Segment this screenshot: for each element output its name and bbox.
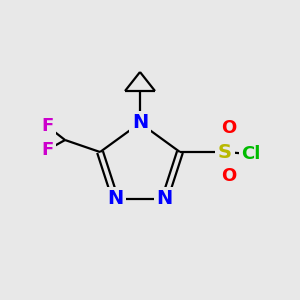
Text: N: N — [107, 190, 123, 208]
Text: F: F — [41, 141, 53, 159]
Text: F: F — [41, 117, 53, 135]
Text: Cl: Cl — [241, 145, 261, 163]
Text: N: N — [157, 190, 173, 208]
Text: N: N — [132, 113, 148, 133]
Text: S: S — [218, 142, 232, 161]
Text: O: O — [221, 119, 237, 137]
Text: O: O — [221, 167, 237, 185]
